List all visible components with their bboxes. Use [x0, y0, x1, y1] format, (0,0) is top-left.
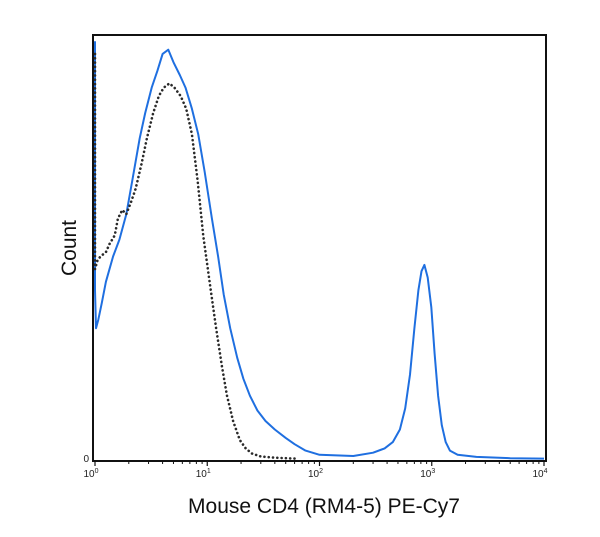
- plot-area: [93, 41, 545, 460]
- x-tick-label: 101: [196, 468, 211, 480]
- y-tick-label: 0: [83, 454, 89, 465]
- axis-ticks: 100 101 102 103 104 0: [83, 454, 547, 480]
- x-tick-label: 102: [308, 468, 323, 480]
- x-tick-label: 103: [420, 468, 435, 480]
- plot-frame: [92, 34, 547, 462]
- stained-sample-series-line: [94, 41, 545, 460]
- x-tick-label: 100: [83, 468, 98, 480]
- x-tick-label: 104: [532, 468, 547, 480]
- isotype-control-series-line: [93, 52, 296, 460]
- x-axis-title: Mouse CD4 (RM4-5) PE-Cy7: [188, 495, 460, 518]
- y-axis-title: Count: [58, 220, 81, 276]
